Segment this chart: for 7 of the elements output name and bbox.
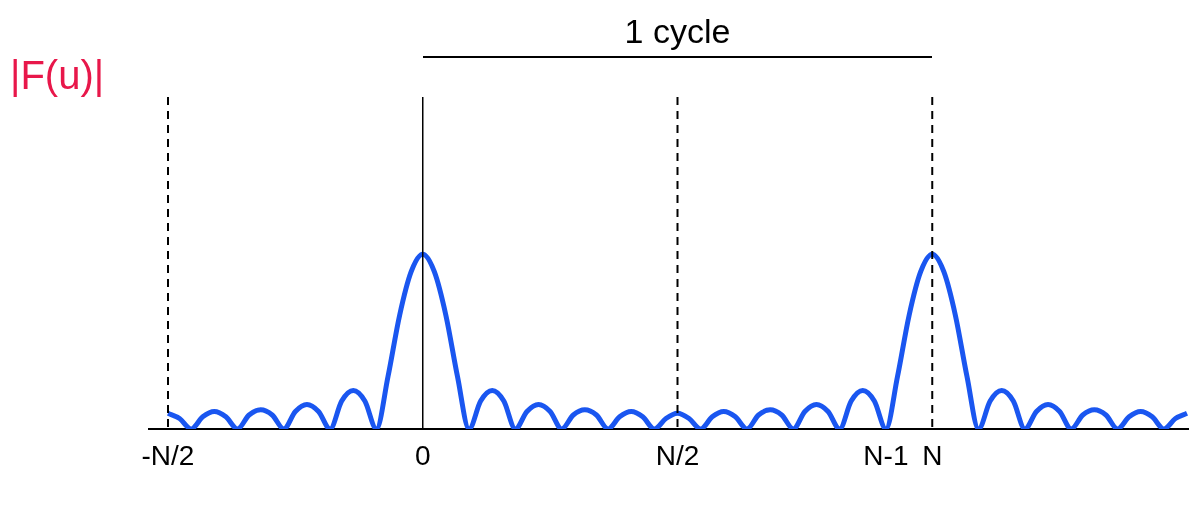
x-tick-label: N xyxy=(922,439,943,471)
x-tick-label: N/2 xyxy=(655,439,700,471)
x-tick-label: N-1 xyxy=(863,439,909,471)
x-tick-label: 0 xyxy=(414,439,431,471)
y-axis-title: |F(u)| xyxy=(10,53,105,98)
x-tick-label: -N/2 xyxy=(141,439,195,471)
text: 1 cycle xyxy=(624,12,731,51)
